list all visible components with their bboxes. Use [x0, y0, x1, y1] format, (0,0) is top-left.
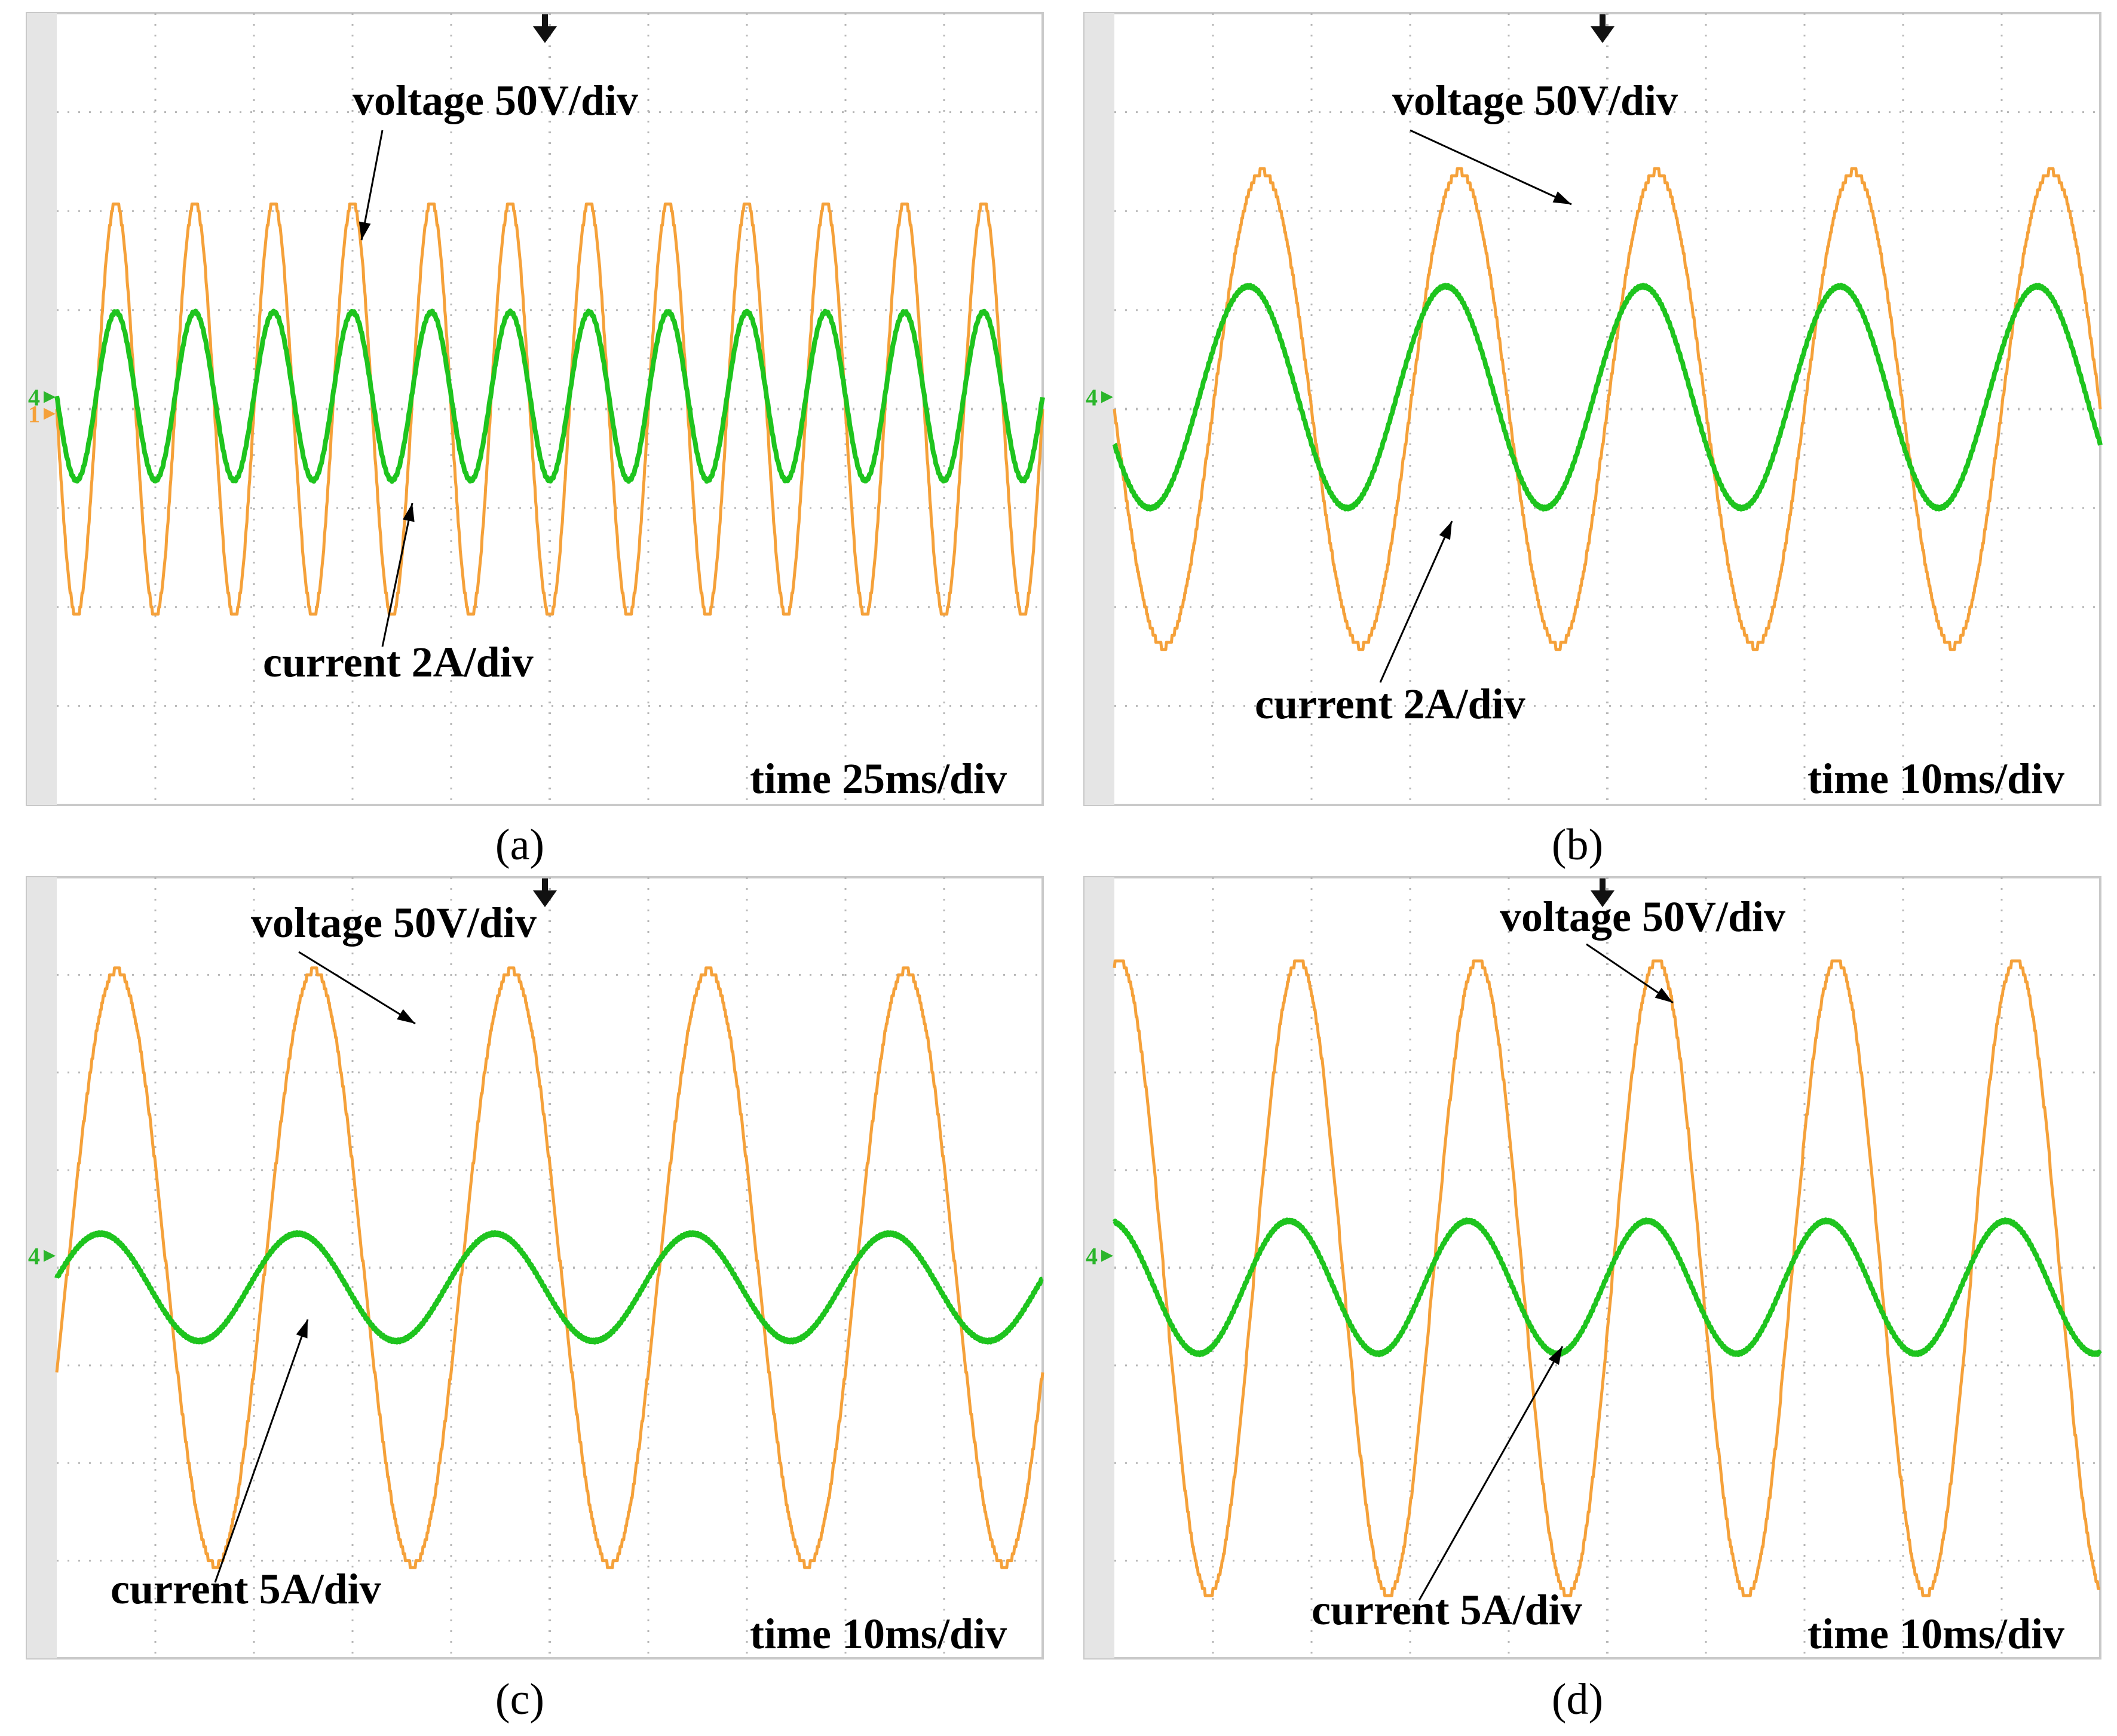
- arrowhead-icon: [397, 1009, 415, 1024]
- panel-frame: [1083, 876, 2101, 1660]
- arrowhead-icon: [1552, 191, 1571, 204]
- label-arrows: [1379, 129, 1572, 683]
- voltage-arrow: [360, 130, 384, 241]
- current-label: current 5A/div: [111, 1565, 381, 1613]
- channel-markers: 41: [28, 384, 56, 428]
- current-label: current 2A/div: [263, 638, 534, 686]
- voltage-trace: [55, 966, 1044, 1569]
- panel-c: 4 voltage 50V/div current 5A/div time 10…: [26, 876, 1044, 1724]
- panel-b: 4 voltage 50V/div current 2A/div time 10…: [1083, 12, 2103, 869]
- time-label: time 25ms/div: [750, 755, 1007, 803]
- label-arrows: [359, 130, 415, 647]
- voltage-label: voltage 50V/div: [1500, 893, 1785, 941]
- channel-marker-arrow-icon: [44, 1250, 56, 1262]
- panel-caption: (a): [495, 820, 544, 869]
- current-trace: [1112, 283, 2103, 512]
- arrowhead-icon: [359, 221, 371, 240]
- panel-caption: (c): [495, 1675, 544, 1724]
- channel-marker-arrow-icon: [1101, 1250, 1113, 1262]
- trigger-arrow-icon: [1591, 878, 1614, 907]
- channel-marker-icon: 4: [1086, 384, 1098, 411]
- current-arrow: [1418, 1346, 1564, 1601]
- left-strip: [1084, 877, 1114, 1658]
- current-arrow: [214, 1319, 309, 1583]
- current-arrow: [381, 503, 413, 647]
- time-label: time 10ms/div: [1807, 755, 2064, 803]
- voltage-label: voltage 50V/div: [251, 899, 537, 947]
- grid: [1114, 877, 2100, 1658]
- left-strip: [1084, 13, 1114, 805]
- panel-caption: (b): [1552, 820, 1603, 869]
- label-arrows: [1418, 943, 1674, 1601]
- current-arrow: [1379, 521, 1453, 683]
- current-label: current 5A/div: [1312, 1586, 1582, 1634]
- panel-a: 41 voltage 50V/div current 2A/div time 2…: [26, 12, 1045, 869]
- grid: [57, 877, 1043, 1658]
- time-label: time 10ms/div: [1807, 1610, 2064, 1658]
- channel-marker-icon: 1: [28, 401, 40, 428]
- left-strip: [27, 13, 57, 805]
- voltage-arrow: [1410, 129, 1572, 206]
- current-trace: [54, 1230, 1044, 1345]
- trigger-arrow-icon: [533, 878, 557, 907]
- label-arrows: [214, 951, 416, 1583]
- arrowhead-icon: [1548, 1346, 1563, 1365]
- channel-marker-arrow-icon: [44, 408, 56, 420]
- channel-markers: 4: [1086, 1243, 1113, 1270]
- panel-caption: (d): [1552, 1675, 1603, 1724]
- left-strip: [27, 877, 57, 1658]
- current-trace: [1112, 1217, 2102, 1358]
- arrowhead-icon: [296, 1319, 308, 1339]
- channel-marker-icon: 4: [28, 1243, 40, 1270]
- voltage-label: voltage 50V/div: [353, 76, 638, 124]
- voltage-trace: [55, 202, 1044, 616]
- channel-markers: 4: [28, 1243, 56, 1270]
- current-trace: [54, 308, 1045, 484]
- voltage-arrow: [298, 951, 416, 1025]
- channel-markers: 4: [1086, 384, 1113, 411]
- trigger-arrow-icon: [533, 14, 557, 43]
- arrowhead-icon: [403, 503, 415, 522]
- current-label: current 2A/div: [1255, 680, 1525, 728]
- arrowhead-icon: [1655, 987, 1673, 1003]
- arrowhead-icon: [1439, 521, 1452, 540]
- voltage-trace: [1113, 167, 2102, 651]
- voltage-label: voltage 50V/div: [1392, 76, 1678, 124]
- channel-marker-icon: 4: [28, 384, 40, 411]
- channel-marker-icon: 4: [1086, 1243, 1098, 1270]
- panel-frame: [26, 12, 1044, 806]
- channel-marker-arrow-icon: [1101, 391, 1113, 403]
- panel-d: 4 voltage 50V/div current 5A/div time 10…: [1083, 876, 2102, 1724]
- time-label: time 10ms/div: [750, 1610, 1007, 1658]
- channel-marker-arrow-icon: [44, 391, 56, 403]
- voltage-trace: [1113, 959, 2101, 1597]
- trigger-arrow-icon: [1591, 14, 1614, 43]
